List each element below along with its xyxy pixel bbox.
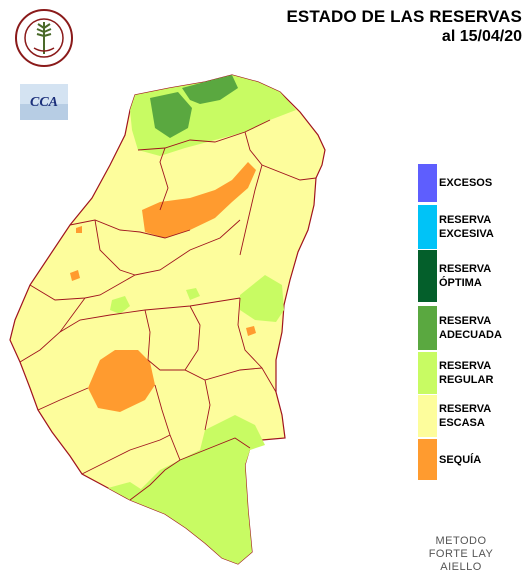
regular-south-west — [108, 482, 165, 514]
legend-item-escasa: RESERVA ESCASA — [418, 395, 491, 437]
cca-text: CCA — [30, 95, 58, 110]
method-line2: FORTE LAY — [428, 548, 494, 560]
map-title: ESTADO DE LAS RESERVAS al 15/04/20 — [286, 6, 522, 47]
legend-item-regular: RESERVA REGULAR — [418, 352, 493, 394]
swatch-escasa — [418, 395, 437, 437]
legend-label-escasa: RESERVA ESCASA — [439, 403, 492, 429]
sequia-center-south — [88, 350, 155, 412]
legend-label-regular: RESERVA REGULAR — [439, 360, 494, 386]
sequia-dot-west — [70, 270, 80, 281]
entre-rios-map — [9, 74, 326, 565]
legend-item-adecuada: RESERVA ADECUADA — [418, 306, 502, 350]
title-date: al 15/04/20 — [441, 28, 522, 45]
method-line3: AIELLO — [440, 561, 482, 573]
adecuada-north-a — [150, 92, 192, 138]
cca-logo: CCA — [20, 84, 68, 120]
swatch-regular — [418, 352, 437, 394]
adecuada-north-b — [182, 75, 238, 104]
method-note: METODO FORTE LAY AIELLO — [422, 535, 500, 574]
swatch-excesiva — [418, 205, 437, 249]
title-main: ESTADO DE LAS RESERVAS — [286, 7, 522, 26]
regular-southeast — [140, 415, 265, 564]
swatch-sequia — [418, 439, 437, 480]
legend-label-adecuada: RESERVA ADECUADA — [439, 315, 502, 341]
swatch-excesos — [418, 164, 437, 202]
regular-center — [186, 288, 200, 300]
legend-label-optima: RESERVA ÓPTIMA — [439, 263, 492, 289]
legend-item-excesos: EXCESOS — [418, 164, 492, 202]
legend-item-sequia: SEQUÍA — [418, 439, 481, 480]
legend-label-excesiva: RESERVA EXCESIVA — [439, 214, 494, 240]
sequia-dot-north — [76, 226, 82, 233]
swatch-adecuada — [418, 306, 437, 350]
swatch-optima — [418, 250, 437, 302]
regular-east — [240, 275, 284, 322]
legend-label-excesos: EXCESOS — [439, 177, 493, 189]
sequia-dot-east — [246, 326, 256, 336]
legend-item-optima: RESERVA ÓPTIMA — [418, 250, 491, 302]
sequia-center-north — [142, 162, 256, 238]
legend-item-excesiva: RESERVA EXCESIVA — [418, 205, 494, 249]
bolsa-cereales-logo — [15, 9, 73, 67]
method-line1: METODO — [435, 535, 487, 547]
legend-label-sequia: SEQUÍA — [439, 453, 482, 466]
regular-center-west — [110, 296, 130, 314]
